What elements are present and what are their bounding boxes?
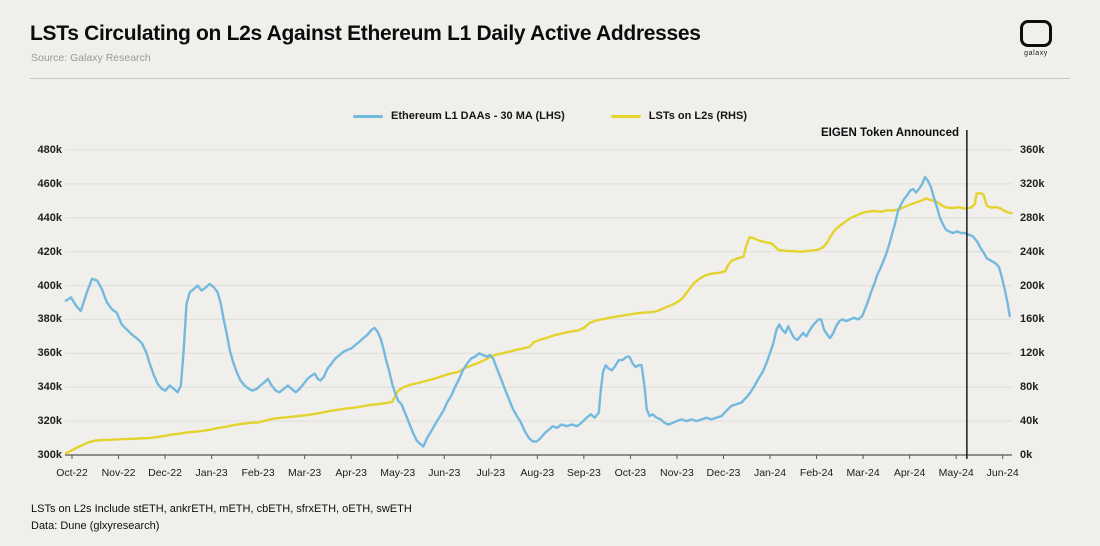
- galaxy-logo-text: galaxy: [1024, 50, 1048, 57]
- y-axis-label-right: 0k: [1020, 449, 1033, 461]
- lst-line: [64, 191, 1013, 455]
- y-axis-label-left: 300k: [37, 449, 62, 461]
- y-axis-label-right: 320k: [1020, 177, 1045, 190]
- x-axis-label: Aug-23: [520, 467, 555, 479]
- galaxy-logo-icon: [1020, 20, 1052, 47]
- x-axis-label: May-24: [938, 467, 974, 479]
- x-axis-label: May-23: [380, 467, 416, 479]
- y-axis-label-left: 340k: [37, 381, 62, 394]
- x-axis-label: Apr-23: [335, 467, 367, 479]
- y-axis-label-left: 420k: [37, 245, 62, 258]
- x-axis-label: Apr-24: [893, 467, 926, 479]
- x-axis-label: Sep-23: [566, 467, 601, 479]
- eigen-annotation-label: EIGEN Token Announced: [820, 127, 959, 139]
- y-axis-label-left: 480k: [37, 144, 62, 156]
- x-axis-label: Oct-23: [614, 467, 647, 479]
- x-axis-label: Nov-22: [101, 467, 136, 479]
- y-axis-label-left: 320k: [37, 415, 62, 428]
- legend-item-lst[interactable]: LSTs on L2s (RHS): [610, 110, 747, 122]
- x-axis-label: Jun-24: [986, 467, 1019, 479]
- x-axis-label: Feb-24: [799, 467, 834, 479]
- y-axis-label-right: 160k: [1020, 313, 1045, 326]
- y-axis-label-left: 440k: [37, 211, 62, 224]
- y-axis-label-right: 360k: [1020, 144, 1045, 156]
- page-title: LSTs Circulating on L2s Against Ethereum…: [30, 22, 701, 45]
- legend-item-daa[interactable]: Ethereum L1 DAAs - 30 MA (LHS): [353, 110, 565, 122]
- daa-line-swatch: [353, 114, 383, 118]
- x-axis-label: Dec-23: [706, 467, 741, 479]
- x-axis-label: Jan-23: [195, 467, 228, 479]
- y-axis-label-right: 200k: [1020, 279, 1045, 292]
- x-axis-label: Jan-24: [753, 467, 787, 479]
- x-axis-label: Feb-23: [241, 467, 275, 479]
- x-axis-label: Jun-23: [428, 467, 461, 479]
- y-axis-label-left: 360k: [37, 347, 62, 360]
- legend-label-daa: Ethereum L1 DAAs - 30 MA (LHS): [391, 110, 565, 122]
- y-axis-label-left: 380k: [37, 313, 62, 326]
- y-axis-label-right: 120k: [1020, 347, 1045, 360]
- y-axis-label-left: 460k: [37, 177, 62, 190]
- y-axis-label-right: 80k: [1020, 381, 1039, 394]
- x-axis-label: Mar-23: [288, 467, 322, 479]
- y-axis-label-right: 40k: [1020, 415, 1039, 428]
- footnote-data-source: Data: Dune (glxyresearch): [31, 520, 160, 532]
- chart-legend: Ethereum L1 DAAs - 30 MA (LHS) LSTs on L…: [0, 110, 1100, 122]
- x-axis-label: Oct-22: [56, 467, 88, 479]
- x-axis-label: Mar-24: [846, 467, 880, 479]
- y-axis-label-right: 280k: [1020, 211, 1045, 224]
- header-divider: [30, 78, 1070, 79]
- footnote-lst-composition: LSTs on L2s Include stETH, ankrETH, mETH…: [31, 503, 412, 515]
- source-label: Source: Galaxy Research: [31, 52, 151, 64]
- daa-line: [64, 175, 1011, 448]
- x-axis-label: Jul-23: [476, 467, 506, 479]
- y-axis-label-right: 240k: [1020, 245, 1045, 258]
- lst-line-swatch: [610, 114, 641, 118]
- x-axis-label: Nov-23: [660, 467, 694, 479]
- x-axis-label: Dec-22: [148, 467, 182, 479]
- galaxy-logo: galaxy: [1006, 20, 1066, 57]
- y-axis-label-left: 400k: [37, 279, 62, 292]
- legend-label-lst: LSTs on L2s (RHS): [648, 110, 747, 122]
